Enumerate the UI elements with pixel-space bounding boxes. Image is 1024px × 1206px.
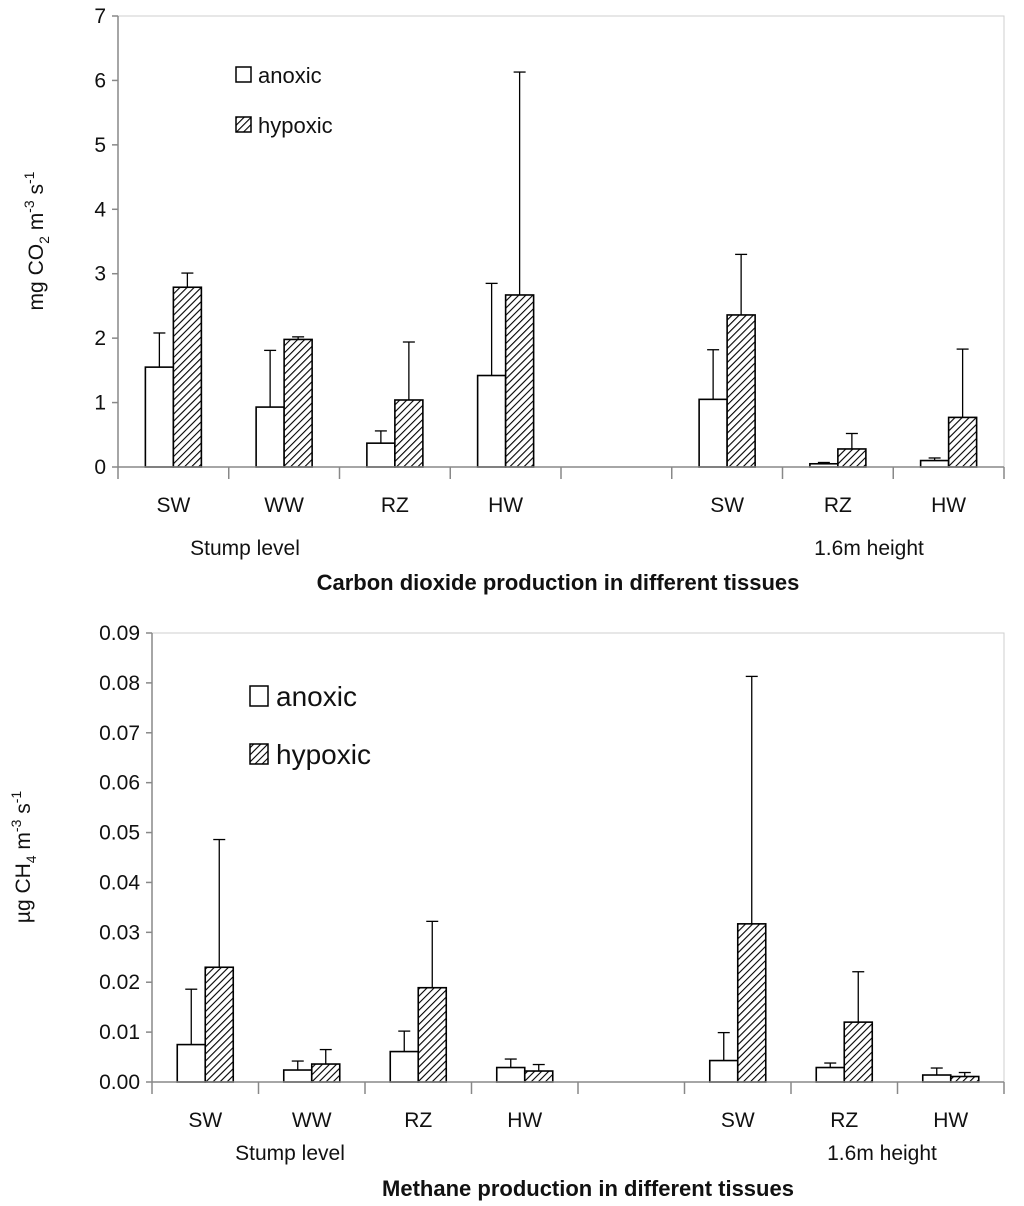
bar-hypoxic-sw-5 — [726, 314, 756, 468]
bar-anoxic-hw-7 — [919, 459, 950, 468]
y-tick-label: 2 — [94, 327, 106, 350]
x-tick-label: WW — [264, 494, 304, 517]
x-tick-label: RZ — [824, 494, 852, 517]
y-tick-label: 6 — [94, 69, 106, 92]
legend-swatch-anoxic — [235, 66, 252, 83]
group-label-height: 1.6m height — [827, 1142, 937, 1165]
bar-hypoxic-hw-7 — [949, 1075, 980, 1083]
bar-hypoxic-sw-0 — [172, 286, 203, 468]
legend-swatch-hypoxic — [235, 116, 252, 133]
y-tick-label: 5 — [94, 134, 106, 157]
legend-label-anoxic: anoxic — [258, 63, 322, 88]
legend-label-anoxic: anoxic — [276, 681, 357, 712]
x-tick-label: RZ — [381, 494, 409, 517]
bar-hypoxic-hw-3 — [504, 294, 535, 468]
y-tick-label: 4 — [94, 198, 106, 221]
y-tick-label: 0 — [94, 456, 106, 479]
x-tick-label: HW — [488, 494, 523, 517]
x-tick-label: RZ — [830, 1109, 858, 1132]
x-tick-label: HW — [933, 1109, 968, 1132]
y-tick-label: 1 — [94, 392, 106, 415]
bar-hypoxic-hw-3 — [523, 1070, 554, 1083]
legend-swatch-hypoxic — [249, 743, 269, 765]
bar-hypoxic-rz-2 — [417, 986, 448, 1083]
bar-anoxic-ww-1 — [282, 1069, 313, 1083]
bar-anoxic-rz-2 — [366, 442, 396, 468]
y-axis-label: mg CO2 m-3 s-1 — [21, 171, 52, 310]
chart-title: Methane production in different tissues — [382, 1176, 794, 1201]
chart-title: Carbon dioxide production in different t… — [317, 570, 800, 595]
plot-area-border — [117, 15, 1005, 468]
bar-hypoxic-rz-6 — [837, 448, 867, 468]
x-tick-label: SW — [721, 1109, 755, 1132]
x-tick-label: RZ — [404, 1109, 432, 1132]
legend-label-hypoxic: hypoxic — [258, 113, 333, 138]
bar-anoxic-hw-3 — [476, 374, 507, 468]
bar-hypoxic-rz-6 — [843, 1021, 874, 1083]
y-tick-label: 0.03 — [99, 921, 140, 944]
bar-anoxic-rz-2 — [389, 1050, 420, 1083]
bar-anoxic-sw-5 — [698, 398, 728, 468]
x-tick-label: SW — [156, 494, 190, 517]
bar-anoxic-sw-0 — [144, 366, 175, 468]
legend-label-hypoxic: hypoxic — [276, 739, 371, 770]
x-tick-label: SW — [710, 494, 744, 517]
group-label-stump: Stump level — [235, 1142, 345, 1165]
y-tick-label: 0.05 — [99, 822, 140, 845]
legend-swatch-anoxic — [249, 685, 269, 707]
y-tick-label: 0.02 — [99, 971, 140, 994]
bar-hypoxic-sw-0 — [204, 966, 235, 1083]
legend: anoxic hypoxic — [235, 63, 333, 138]
x-tick-label: SW — [188, 1109, 222, 1132]
bar-anoxic-hw-3 — [495, 1066, 526, 1083]
bar-anoxic-hw-7 — [921, 1074, 952, 1083]
ch4-chart: 0.00 0.01 0.02 0.03 0.04 0.05 0.06 0.07 0.08 0.09… — [8, 622, 1005, 1201]
co2-chart: 0 1 2 3 4 5 6 7 SW WW RZ HW SW RZ HW Stump level 1.6m… — [21, 5, 1005, 595]
y-tick-label: 0.00 — [99, 1071, 140, 1094]
bar-anoxic-sw-0 — [176, 1043, 207, 1083]
x-tick-label: HW — [931, 494, 966, 517]
group-label-height: 1.6m height — [814, 537, 924, 560]
bar-hypoxic-ww-1 — [283, 338, 313, 468]
y-tick-label: 0.06 — [99, 772, 140, 795]
group-label-stump: Stump level — [190, 537, 300, 560]
y-tick-label: 0.04 — [99, 871, 140, 894]
y-tick-label: 3 — [94, 263, 106, 286]
y-tick-label: 0.07 — [99, 722, 140, 745]
bar-anoxic-ww-1 — [255, 406, 285, 468]
y-tick-label: 0.09 — [99, 622, 140, 645]
bar-hypoxic-sw-5 — [736, 923, 767, 1083]
bar-hypoxic-rz-2 — [394, 399, 424, 468]
legend: anoxic hypoxic — [249, 681, 371, 770]
y-tick-label: 7 — [94, 5, 106, 28]
bar-anoxic-sw-5 — [708, 1059, 739, 1083]
y-axis-label: µg CH4 m-3 s-1 — [8, 791, 39, 924]
y-tick-label: 0.01 — [99, 1021, 140, 1044]
y-tick-label: 0.08 — [99, 672, 140, 695]
bar-anoxic-rz-6 — [815, 1066, 846, 1083]
bar-hypoxic-hw-7 — [947, 416, 978, 468]
x-tick-label: HW — [507, 1109, 542, 1132]
bar-hypoxic-ww-1 — [310, 1063, 341, 1083]
x-tick-label: WW — [292, 1109, 332, 1132]
